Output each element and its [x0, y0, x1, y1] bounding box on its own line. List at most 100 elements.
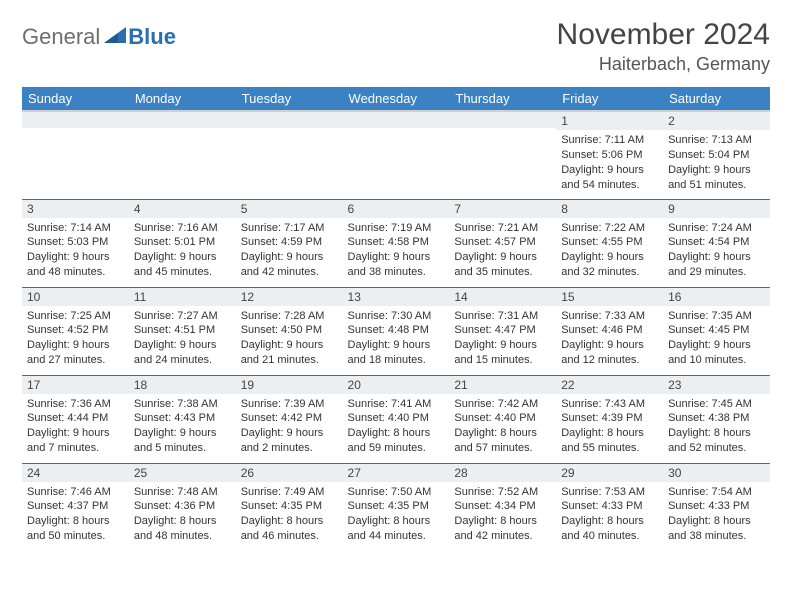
day-info: Sunrise: 7:24 AMSunset: 4:54 PMDaylight:… — [663, 218, 770, 284]
calendar-day-cell: 2Sunrise: 7:13 AMSunset: 5:04 PMDaylight… — [663, 111, 770, 199]
calendar-week-row: 17Sunrise: 7:36 AMSunset: 4:44 PMDayligh… — [22, 375, 770, 463]
daylight-text: Daylight: 8 hours and 59 minutes. — [348, 426, 445, 456]
sunset-text: Sunset: 5:01 PM — [134, 235, 231, 250]
sunrise-text: Sunrise: 7:28 AM — [241, 309, 338, 324]
calendar-day-cell: 17Sunrise: 7:36 AMSunset: 4:44 PMDayligh… — [22, 375, 129, 463]
sunset-text: Sunset: 4:36 PM — [134, 499, 231, 514]
day-info: Sunrise: 7:30 AMSunset: 4:48 PMDaylight:… — [343, 306, 450, 372]
sunrise-text: Sunrise: 7:19 AM — [348, 221, 445, 236]
sunrise-text: Sunrise: 7:31 AM — [454, 309, 551, 324]
daylight-text: Daylight: 9 hours and 2 minutes. — [241, 426, 338, 456]
sunrise-text: Sunrise: 7:11 AM — [561, 133, 658, 148]
day-info: Sunrise: 7:31 AMSunset: 4:47 PMDaylight:… — [449, 306, 556, 372]
day-number: 21 — [449, 376, 556, 394]
sunset-text: Sunset: 4:35 PM — [241, 499, 338, 514]
weekday-header: Wednesday — [343, 87, 450, 111]
weekday-header: Monday — [129, 87, 236, 111]
calendar-day-cell: 15Sunrise: 7:33 AMSunset: 4:46 PMDayligh… — [556, 287, 663, 375]
calendar-day-cell: 5Sunrise: 7:17 AMSunset: 4:59 PMDaylight… — [236, 199, 343, 287]
sunrise-text: Sunrise: 7:53 AM — [561, 485, 658, 500]
calendar-day-cell — [129, 111, 236, 199]
day-info: Sunrise: 7:52 AMSunset: 4:34 PMDaylight:… — [449, 482, 556, 548]
day-info: Sunrise: 7:17 AMSunset: 4:59 PMDaylight:… — [236, 218, 343, 284]
day-number: 29 — [556, 464, 663, 482]
sunrise-text: Sunrise: 7:50 AM — [348, 485, 445, 500]
sunrise-text: Sunrise: 7:48 AM — [134, 485, 231, 500]
day-info: Sunrise: 7:46 AMSunset: 4:37 PMDaylight:… — [22, 482, 129, 548]
sunrise-text: Sunrise: 7:38 AM — [134, 397, 231, 412]
calendar-day-cell: 22Sunrise: 7:43 AMSunset: 4:39 PMDayligh… — [556, 375, 663, 463]
calendar-week-row: 24Sunrise: 7:46 AMSunset: 4:37 PMDayligh… — [22, 463, 770, 551]
sunset-text: Sunset: 4:55 PM — [561, 235, 658, 250]
daylight-text: Daylight: 9 hours and 35 minutes. — [454, 250, 551, 280]
day-number: 18 — [129, 376, 236, 394]
weekday-header: Saturday — [663, 87, 770, 111]
day-info: Sunrise: 7:49 AMSunset: 4:35 PMDaylight:… — [236, 482, 343, 548]
weekday-header: Tuesday — [236, 87, 343, 111]
daylight-text: Daylight: 9 hours and 48 minutes. — [27, 250, 124, 280]
daylight-text: Daylight: 8 hours and 52 minutes. — [668, 426, 765, 456]
sunset-text: Sunset: 4:48 PM — [348, 323, 445, 338]
calendar-day-cell: 25Sunrise: 7:48 AMSunset: 4:36 PMDayligh… — [129, 463, 236, 551]
sunrise-text: Sunrise: 7:49 AM — [241, 485, 338, 500]
day-number: 16 — [663, 288, 770, 306]
day-info: Sunrise: 7:36 AMSunset: 4:44 PMDaylight:… — [22, 394, 129, 460]
logo-text-gray: General — [22, 24, 100, 50]
daylight-text: Daylight: 9 hours and 5 minutes. — [134, 426, 231, 456]
daylight-text: Daylight: 9 hours and 18 minutes. — [348, 338, 445, 368]
sunset-text: Sunset: 4:39 PM — [561, 411, 658, 426]
calendar-day-cell: 13Sunrise: 7:30 AMSunset: 4:48 PMDayligh… — [343, 287, 450, 375]
weekday-header: Sunday — [22, 87, 129, 111]
calendar-day-cell: 8Sunrise: 7:22 AMSunset: 4:55 PMDaylight… — [556, 199, 663, 287]
day-info: Sunrise: 7:53 AMSunset: 4:33 PMDaylight:… — [556, 482, 663, 548]
page-title: November 2024 — [557, 18, 770, 52]
sunrise-text: Sunrise: 7:14 AM — [27, 221, 124, 236]
day-info: Sunrise: 7:22 AMSunset: 4:55 PMDaylight:… — [556, 218, 663, 284]
day-number: 2 — [663, 112, 770, 130]
sunrise-text: Sunrise: 7:27 AM — [134, 309, 231, 324]
daylight-text: Daylight: 9 hours and 29 minutes. — [668, 250, 765, 280]
day-number: 25 — [129, 464, 236, 482]
sunset-text: Sunset: 5:03 PM — [27, 235, 124, 250]
daylight-text: Daylight: 8 hours and 38 minutes. — [668, 514, 765, 544]
daylight-text: Daylight: 9 hours and 15 minutes. — [454, 338, 551, 368]
calendar-day-cell: 12Sunrise: 7:28 AMSunset: 4:50 PMDayligh… — [236, 287, 343, 375]
sunrise-text: Sunrise: 7:52 AM — [454, 485, 551, 500]
day-number: 3 — [22, 200, 129, 218]
day-info: Sunrise: 7:25 AMSunset: 4:52 PMDaylight:… — [22, 306, 129, 372]
sunset-text: Sunset: 4:58 PM — [348, 235, 445, 250]
day-info: Sunrise: 7:54 AMSunset: 4:33 PMDaylight:… — [663, 482, 770, 548]
day-info: Sunrise: 7:28 AMSunset: 4:50 PMDaylight:… — [236, 306, 343, 372]
day-number: 17 — [22, 376, 129, 394]
day-number — [129, 112, 236, 128]
calendar-day-cell: 6Sunrise: 7:19 AMSunset: 4:58 PMDaylight… — [343, 199, 450, 287]
calendar-day-cell: 30Sunrise: 7:54 AMSunset: 4:33 PMDayligh… — [663, 463, 770, 551]
day-info: Sunrise: 7:33 AMSunset: 4:46 PMDaylight:… — [556, 306, 663, 372]
daylight-text: Daylight: 9 hours and 10 minutes. — [668, 338, 765, 368]
sunset-text: Sunset: 5:04 PM — [668, 148, 765, 163]
calendar-week-row: 10Sunrise: 7:25 AMSunset: 4:52 PMDayligh… — [22, 287, 770, 375]
day-info: Sunrise: 7:45 AMSunset: 4:38 PMDaylight:… — [663, 394, 770, 460]
daylight-text: Daylight: 9 hours and 21 minutes. — [241, 338, 338, 368]
sunrise-text: Sunrise: 7:54 AM — [668, 485, 765, 500]
sunrise-text: Sunrise: 7:46 AM — [27, 485, 124, 500]
calendar-day-cell: 24Sunrise: 7:46 AMSunset: 4:37 PMDayligh… — [22, 463, 129, 551]
weekday-header: Thursday — [449, 87, 556, 111]
day-number: 26 — [236, 464, 343, 482]
day-info: Sunrise: 7:16 AMSunset: 5:01 PMDaylight:… — [129, 218, 236, 284]
calendar-day-cell: 26Sunrise: 7:49 AMSunset: 4:35 PMDayligh… — [236, 463, 343, 551]
sunset-text: Sunset: 4:33 PM — [561, 499, 658, 514]
calendar-day-cell: 14Sunrise: 7:31 AMSunset: 4:47 PMDayligh… — [449, 287, 556, 375]
sunrise-text: Sunrise: 7:16 AM — [134, 221, 231, 236]
sunrise-text: Sunrise: 7:22 AM — [561, 221, 658, 236]
sunset-text: Sunset: 4:42 PM — [241, 411, 338, 426]
sunset-text: Sunset: 4:37 PM — [27, 499, 124, 514]
day-info: Sunrise: 7:42 AMSunset: 4:40 PMDaylight:… — [449, 394, 556, 460]
sunrise-text: Sunrise: 7:45 AM — [668, 397, 765, 412]
calendar-day-cell: 28Sunrise: 7:52 AMSunset: 4:34 PMDayligh… — [449, 463, 556, 551]
daylight-text: Daylight: 9 hours and 27 minutes. — [27, 338, 124, 368]
calendar-day-cell: 23Sunrise: 7:45 AMSunset: 4:38 PMDayligh… — [663, 375, 770, 463]
day-number: 30 — [663, 464, 770, 482]
sunset-text: Sunset: 4:40 PM — [454, 411, 551, 426]
daylight-text: Daylight: 8 hours and 55 minutes. — [561, 426, 658, 456]
